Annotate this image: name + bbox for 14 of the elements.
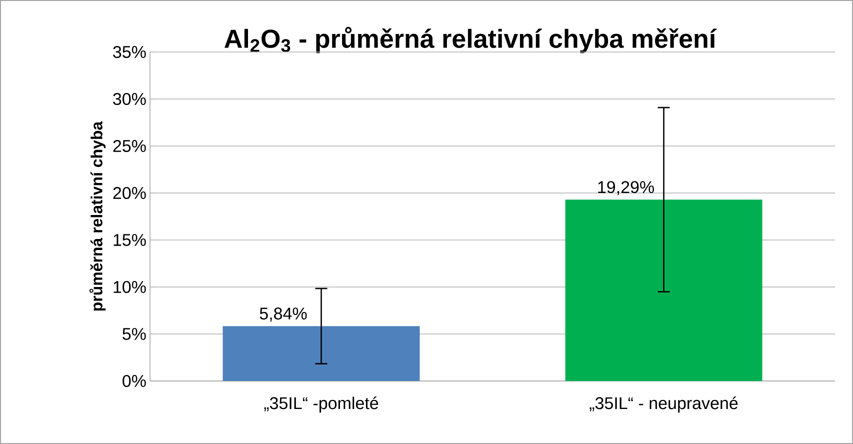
x-tick-label: „35IL“ - neupravené bbox=[590, 396, 738, 413]
y-tick-label: 10% bbox=[114, 280, 146, 294]
y-tick-label: 30% bbox=[113, 92, 146, 106]
y-tick-label: 35% bbox=[113, 46, 146, 58]
chart-title: Al$_{2}$O$_{3}$ - průměrná relativní chyba měření bbox=[224, 26, 717, 54]
y-axis-title: průměrná relativní chyba bbox=[89, 121, 106, 311]
data-label: 5,84% bbox=[260, 308, 307, 322]
y-tick-label: 25% bbox=[113, 140, 146, 152]
data-label: 19,29% bbox=[598, 181, 654, 196]
y-tick-label: 20% bbox=[113, 186, 146, 200]
x-tick-label: „35IL“ -pomleté bbox=[264, 396, 378, 413]
y-tick-label: 0% bbox=[122, 374, 146, 388]
y-tick-label: 15% bbox=[114, 234, 146, 246]
y-tick-label: 5% bbox=[122, 328, 146, 340]
